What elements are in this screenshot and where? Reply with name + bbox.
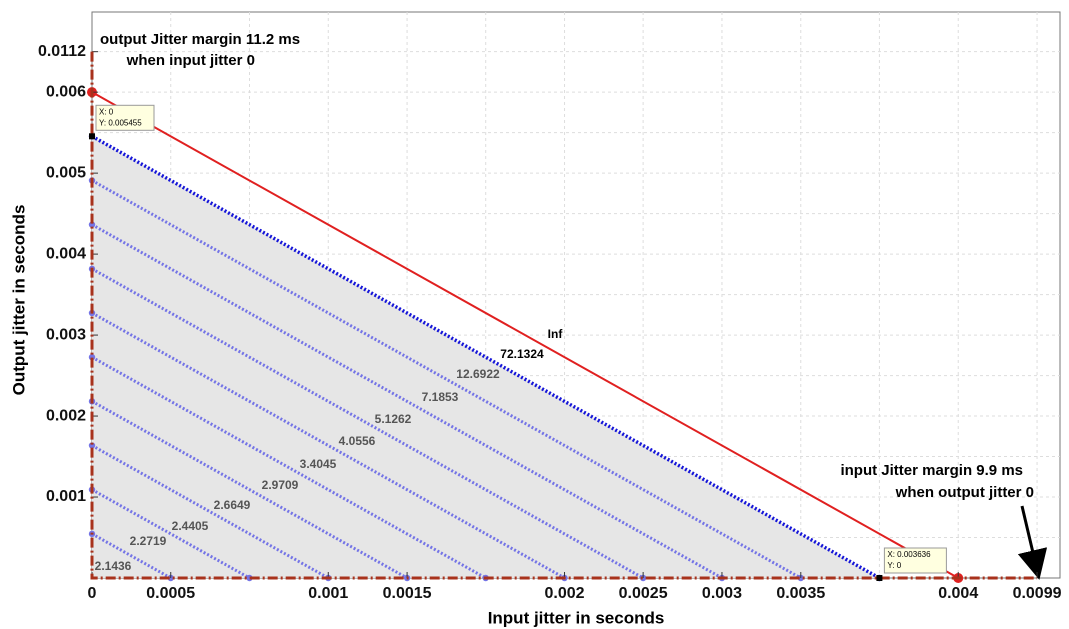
arrow [1017, 505, 1048, 580]
margin-line [90, 51, 1038, 580]
series-line [91, 179, 802, 580]
line-label: 7.1853 [422, 390, 459, 404]
series-line [91, 532, 172, 580]
line-label: 3.4045 [300, 457, 337, 471]
datatip-text: X: 0 [99, 107, 114, 116]
series-line [91, 400, 408, 580]
point [88, 442, 96, 449]
line-label: 12.6922 [456, 367, 500, 381]
series-line [91, 267, 644, 580]
x-tick-label: 0.0015 [383, 585, 432, 602]
datatip-text: Y: 0 [887, 561, 901, 570]
series-line [91, 444, 329, 580]
series-line [91, 91, 959, 579]
x-tick-label: 0.002 [544, 585, 584, 602]
x-tick-label: 0.0035 [776, 585, 825, 602]
y-tick-label: 0.005 [46, 164, 86, 181]
datatip-text: X: 0.003636 [887, 550, 931, 559]
y-tick-label: 0.004 [46, 245, 86, 262]
annotation: input Jitter margin 9.9 ms [840, 462, 1023, 479]
x-tick-label: 0.003 [702, 585, 742, 602]
point [246, 574, 253, 582]
datatip-box [883, 547, 947, 574]
x-tick-label: 0.0025 [619, 585, 668, 602]
annotation: output Jitter margin 11.2 ms [100, 31, 300, 48]
line-label: 2.4405 [172, 519, 209, 533]
y-tick-label: 0.003 [46, 326, 86, 343]
y-tick-label: 0.006 [46, 83, 86, 100]
x-tick-label: 0.0099 [1013, 585, 1062, 602]
datatip-marker [876, 575, 883, 581]
line-label: Inf [548, 327, 564, 341]
line-label: 2.9709 [262, 478, 299, 492]
datatip-marker [89, 133, 95, 140]
datatip-text: Y: 0.005455 [99, 118, 142, 127]
annotation: when input jitter 0 [126, 52, 255, 69]
datatip-box [95, 104, 155, 131]
y-tick-label: 0.0112 [38, 43, 86, 60]
series-line [91, 223, 723, 580]
y-tick-label: 0.002 [46, 407, 86, 424]
line-label: 4.0556 [339, 434, 376, 448]
y-axis-label: Output jitter in seconds [9, 205, 28, 396]
point [88, 353, 96, 361]
series-line [91, 355, 487, 580]
x-tick-label: 0.004 [938, 585, 978, 602]
x-tick-label: 0 [88, 585, 97, 602]
x-axis-label: Input jitter in seconds [488, 608, 665, 627]
x-tick-label: 0.0005 [146, 585, 195, 602]
point [88, 221, 96, 228]
annotation: when output jitter 0 [895, 484, 1034, 501]
line-label: 2.6649 [214, 498, 251, 512]
line-label: 72.1324 [500, 347, 544, 361]
line-label: 2.1436 [95, 559, 132, 573]
x-tick-label: 0.001 [308, 585, 348, 602]
line-label: 2.2719 [130, 534, 167, 548]
y-tick-label: 0.001 [46, 488, 86, 505]
line-label: 5.1262 [375, 412, 412, 426]
series-line [91, 134, 881, 580]
